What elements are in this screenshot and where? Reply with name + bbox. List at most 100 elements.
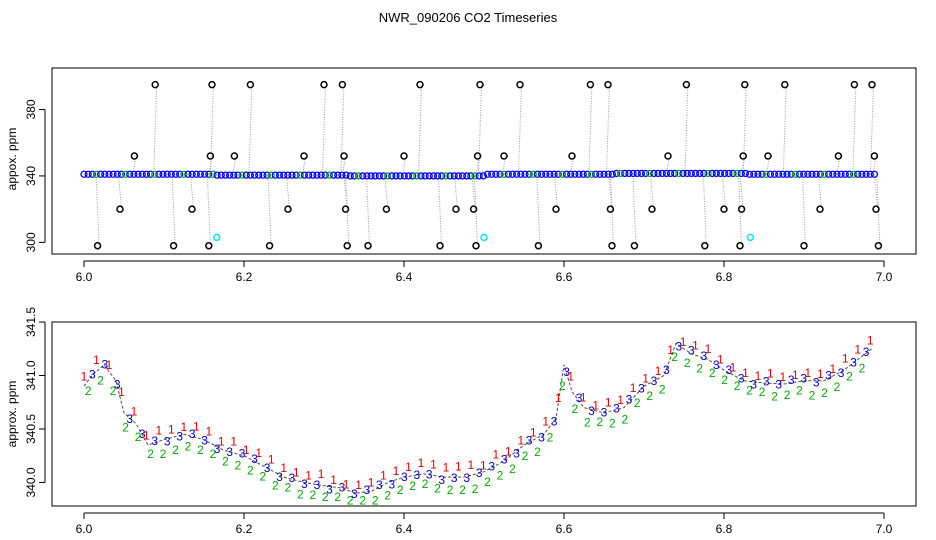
top-baseline-point xyxy=(833,170,841,178)
top-outlier-point xyxy=(586,80,595,89)
bottom-symbol-mark: 2 xyxy=(247,464,254,478)
bottom-symbol-mark: 2 xyxy=(334,490,341,504)
top-baseline-point xyxy=(400,172,408,180)
bottom-symbol-mark: 2 xyxy=(434,482,441,496)
top-baseline-point xyxy=(96,170,105,178)
top-outlier-point xyxy=(436,241,444,250)
bottom-symbol-mark: 1 xyxy=(455,460,462,474)
bottom-y-tick-label: 341.0 xyxy=(24,360,38,390)
top-outlier-point xyxy=(452,205,460,213)
top-outlier-point xyxy=(130,152,139,160)
top-baseline-point xyxy=(537,170,546,178)
top-outlier-point xyxy=(469,205,478,213)
bottom-symbol-mark: 3 xyxy=(850,356,857,370)
top-baseline-point xyxy=(230,171,238,179)
bottom-symbol-mark: 1 xyxy=(767,366,774,380)
top-connector-line xyxy=(742,84,747,174)
bottom-symbol-mark: 3 xyxy=(713,358,720,372)
bottom-x-tick-label: 7.0 xyxy=(876,522,893,536)
top-baseline-point xyxy=(417,172,425,180)
top-baseline-point xyxy=(700,169,708,178)
top-baseline-point xyxy=(138,170,146,178)
bottom-symbol-mark: 2 xyxy=(584,416,591,430)
top-highlight-point xyxy=(480,233,488,242)
top-baseline-point xyxy=(359,172,367,180)
top-outlier-point xyxy=(116,205,124,213)
top-connector-line xyxy=(340,84,345,176)
bottom-symbol-mark: 2 xyxy=(260,469,267,483)
top-baseline-point xyxy=(816,170,824,178)
bottom-symbol-mark: 3 xyxy=(376,478,383,492)
bottom-x-tick-label: 6.2 xyxy=(236,522,253,536)
top-baseline-point xyxy=(392,172,400,180)
top-connector-line xyxy=(418,84,422,176)
top-baseline-point xyxy=(80,170,88,178)
top-baseline-point xyxy=(92,170,101,178)
bottom-symbol-mark: 1 xyxy=(742,366,749,380)
bottom-symbol-mark: 1 xyxy=(330,473,337,487)
top-baseline-point xyxy=(775,170,783,178)
bottom-symbol-mark: 3 xyxy=(176,429,183,443)
bottom-symbol-mark: 3 xyxy=(139,427,146,441)
top-baseline-point xyxy=(483,170,492,178)
top-connector-line xyxy=(739,173,744,210)
bottom-symbol-mark: 2 xyxy=(235,459,242,473)
top-baseline-point xyxy=(321,171,329,179)
top-connector-line xyxy=(153,84,158,175)
top-baseline-point xyxy=(791,170,800,178)
bottom-symbol-mark: 2 xyxy=(309,488,316,502)
bottom-connector-line xyxy=(83,342,873,494)
bottom-symbol-mark: 2 xyxy=(122,421,129,435)
bottom-symbol-mark: 2 xyxy=(284,480,291,494)
bottom-symbol-mark: 1 xyxy=(605,395,612,409)
bottom-symbol-mark: 1 xyxy=(717,352,724,366)
bottom-symbol-mark: 1 xyxy=(492,448,499,462)
bottom-symbol-mark: 3 xyxy=(276,470,283,484)
bottom-symbol-mark: 3 xyxy=(151,434,158,448)
top-baseline-point xyxy=(712,169,720,178)
bottom-symbol-mark: 2 xyxy=(110,384,117,398)
top-baseline-point xyxy=(525,170,533,178)
bottom-symbol-mark: 2 xyxy=(696,362,703,376)
top-baseline-point xyxy=(600,170,608,178)
bottom-symbol-mark: 3 xyxy=(289,471,296,485)
top-connector-line xyxy=(438,175,442,246)
top-connector-line xyxy=(171,174,176,246)
top-outlier-point xyxy=(300,152,308,160)
top-outlier-point xyxy=(151,80,159,89)
top-baseline-point xyxy=(762,170,770,178)
top-outlier-connectors xyxy=(95,84,881,246)
top-y-axis: 300 340 380 xyxy=(24,99,46,252)
top-baseline-point xyxy=(679,169,687,178)
top-baseline-point xyxy=(271,171,280,179)
top-baseline-point xyxy=(500,170,508,178)
top-baseline-point xyxy=(134,170,142,178)
top-connector-line xyxy=(345,175,350,246)
top-outlier-point xyxy=(630,241,639,250)
top-connector-line xyxy=(118,174,122,210)
top-x-tick-label: 6.8 xyxy=(716,270,733,284)
top-connector-line xyxy=(366,175,370,246)
bottom-symbol-mark: 2 xyxy=(684,356,691,370)
top-baseline-point xyxy=(346,172,354,180)
top-baseline-point xyxy=(608,170,616,178)
top-baseline-point xyxy=(329,171,338,179)
bottom-symbol-mark: 1 xyxy=(143,428,150,442)
top-outlier-point xyxy=(868,80,876,89)
bottom-symbol-mark: 3 xyxy=(788,373,795,387)
top-outlier-point xyxy=(682,80,691,89)
bottom-symbol-mark: 3 xyxy=(101,358,108,372)
bottom-symbol-mark: 1 xyxy=(255,446,262,460)
top-baseline-point xyxy=(350,172,359,180)
top-connector-line xyxy=(210,84,214,175)
top-connector-line xyxy=(384,175,389,210)
top-outlier-point xyxy=(606,205,615,213)
top-baseline-point xyxy=(662,169,671,178)
bottom-symbol-mark: 3 xyxy=(314,478,321,492)
top-baseline-point xyxy=(458,172,467,180)
top-baseline-point xyxy=(795,170,804,178)
top-baseline-point xyxy=(804,170,812,178)
bottom-symbol-mark: 1 xyxy=(268,452,275,466)
bottom-symbol-mark: 1 xyxy=(368,476,375,490)
bottom-symbol-mark: 1 xyxy=(530,426,537,440)
